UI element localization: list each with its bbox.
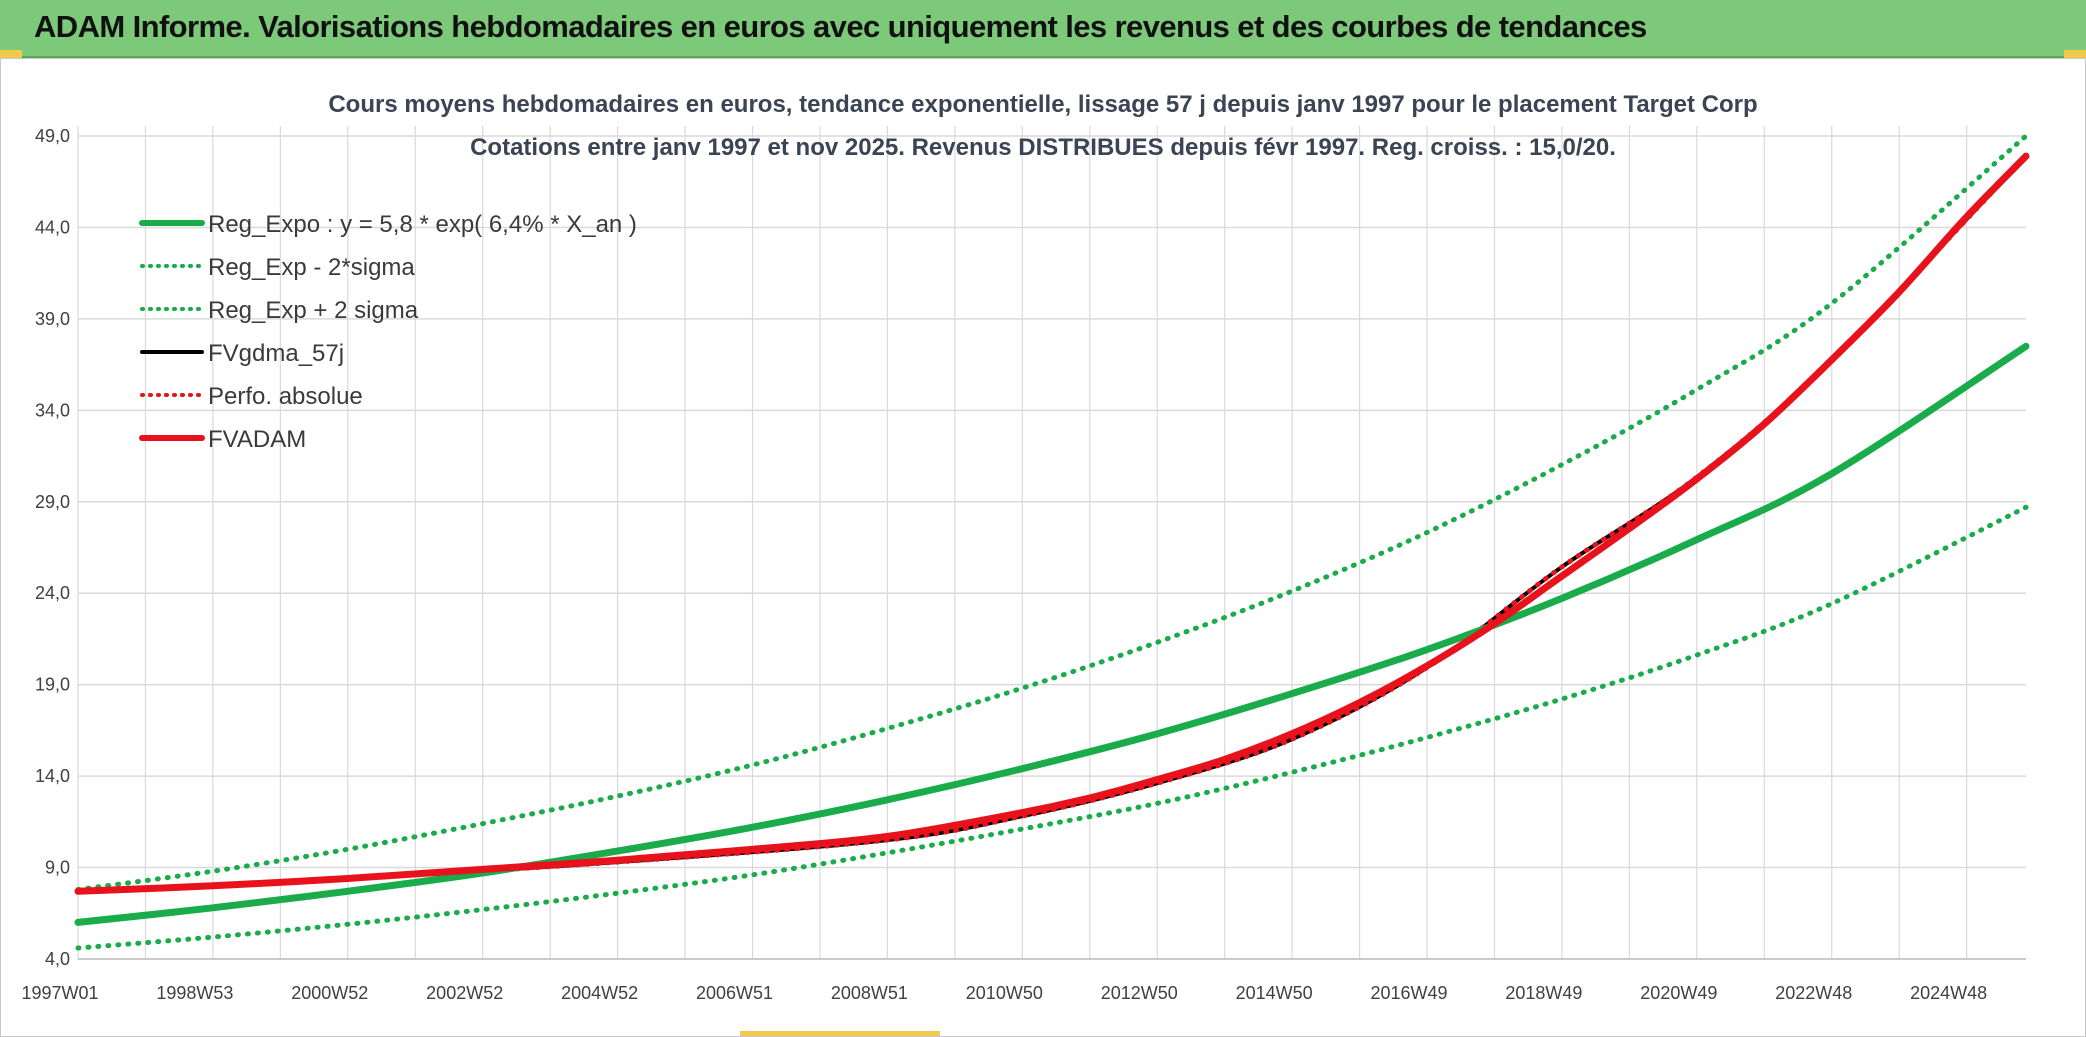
x-tick-label: 1997W01 (21, 983, 98, 1003)
series-line-5 (74, 152, 2030, 895)
y-tick-label: 29,0 (35, 492, 70, 512)
y-tick-label: 44,0 (35, 217, 70, 237)
legend-label: Perfo. absolue (208, 383, 363, 410)
y-tick-label: 39,0 (35, 309, 70, 329)
legend-label: Reg_Exp - 2*sigma (208, 254, 415, 281)
y-tick-label: 14,0 (35, 766, 70, 786)
x-tick-label: 2018W49 (1505, 983, 1582, 1003)
x-tick-label: 2008W51 (831, 983, 908, 1003)
series-line-2 (75, 133, 2029, 892)
y-tick-label: 24,0 (35, 583, 70, 603)
x-axis-ticks: 1997W01 1998W53 2000W52 2002W52 2004W52 2006W… (21, 983, 1987, 1003)
x-tick-label: 2014W50 (1236, 983, 1313, 1003)
x-tick-label: 2004W52 (561, 983, 638, 1003)
banner-title: ADAM Informe. Valorisations hebdomadaire… (34, 9, 1647, 44)
y-axis-ticks: 4,0 9,0 14,0 19,0 24,0 29,0 34,0 39,0 44,0 49,0 (35, 126, 70, 969)
x-tick-label: 2020W49 (1640, 983, 1717, 1003)
series-line-1 (75, 504, 2029, 951)
x-tick-label: 2000W52 (291, 983, 368, 1003)
legend-label: Reg_Exp + 2 sigma (208, 297, 419, 324)
x-tick-label: 2012W50 (1101, 983, 1178, 1003)
chart-title-line1: Cours moyens hebdomadaires en euros, ten… (328, 91, 1757, 118)
legend-label: Reg_Expo : y = 5,8 * exp( 6,4% * X_an ) (208, 211, 637, 238)
x-tick-label: 2006W51 (696, 983, 773, 1003)
x-tick-label: 2022W48 (1775, 983, 1852, 1003)
chart-legend: Reg_Expo : y = 5,8 * exp( 6,4% * X_an ) R… (139, 211, 637, 453)
chart-title-line2: Cotations entre janv 1997 et nov 2025. R… (470, 134, 1616, 161)
chart-grid (77, 126, 2026, 960)
x-tick-label: 1998W53 (156, 983, 233, 1003)
bottom-marker (740, 1031, 940, 1037)
x-tick-label: 2024W48 (1910, 983, 1987, 1003)
x-tick-label: 2016W49 (1370, 983, 1447, 1003)
y-tick-label: 4,0 (45, 949, 70, 969)
corner-marker-left (0, 50, 22, 58)
legend-label: FVgdma_57j (208, 340, 344, 367)
y-tick-label: 34,0 (35, 400, 70, 420)
y-tick-label: 9,0 (45, 858, 70, 878)
legend-label: FVADAM (208, 426, 306, 453)
series-line-0 (74, 342, 2030, 926)
title-banner: ADAM Informe. Valorisations hebdomadaire… (0, 0, 2086, 58)
corner-marker-right (2064, 50, 2086, 58)
y-tick-label: 19,0 (35, 675, 70, 695)
x-tick-label: 2002W52 (426, 983, 503, 1003)
chart-series (74, 133, 2030, 951)
x-tick-label: 2010W50 (966, 983, 1043, 1003)
y-tick-label: 49,0 (35, 126, 70, 146)
